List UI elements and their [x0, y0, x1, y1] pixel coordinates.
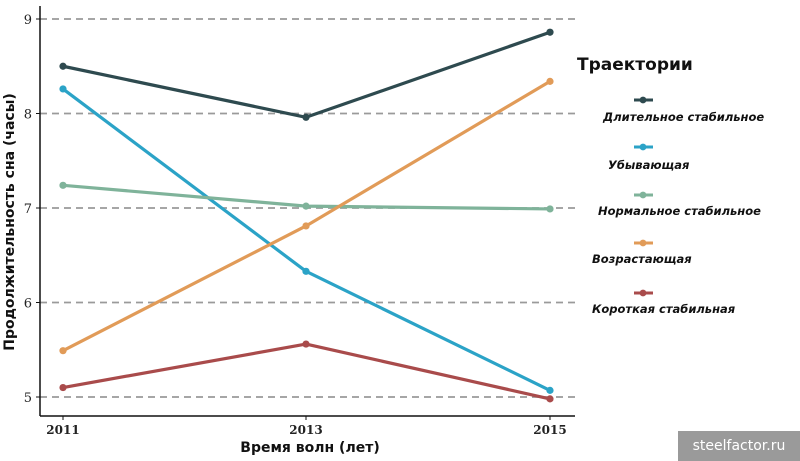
series-2	[59, 85, 554, 394]
axes	[39, 6, 575, 417]
legend-key-point	[639, 289, 647, 297]
y-tick-label: 7	[24, 202, 32, 217]
x-tick-label: 2011	[46, 423, 79, 437]
y-tick-label: 6	[24, 297, 32, 312]
y-tick-label: 8	[24, 108, 32, 123]
x-tick-labels: 2011 2013 2015	[46, 416, 567, 437]
data-point	[546, 205, 554, 213]
legend-item: Нормальное стабильное	[598, 191, 761, 218]
series-3	[59, 181, 554, 213]
legend-title: Траектории	[577, 55, 693, 75]
legend-key-point	[639, 239, 647, 247]
data-point	[546, 28, 554, 36]
data-point	[302, 202, 310, 210]
data-point	[302, 222, 310, 230]
data-point	[302, 340, 310, 348]
series-line	[62, 30, 551, 119]
series-line	[62, 79, 551, 353]
legend-items: Длительное стабильное Убывающая Нормальное…	[592, 96, 764, 316]
series-5	[59, 340, 554, 403]
y-tick-label: 9	[24, 13, 32, 28]
legend-key-point	[639, 96, 647, 104]
y-tick-label: 5	[24, 391, 32, 406]
legend-item: Возрастающая	[592, 239, 692, 266]
x-tick-label: 2015	[533, 423, 566, 437]
data-point	[546, 395, 554, 403]
series-line	[62, 342, 551, 401]
data-point	[302, 113, 310, 121]
legend-label: Короткая стабильная	[592, 302, 736, 316]
data-point	[59, 181, 67, 189]
watermark: steelfactor.ru	[678, 431, 800, 461]
legend: Траектории Длительное стабильное Убывающа…	[577, 55, 764, 316]
legend-label: Нормальное стабильное	[598, 204, 761, 218]
legend-label: Убывающая	[608, 158, 690, 172]
legend-item: Длительное стабильное	[602, 96, 764, 124]
series-1	[59, 28, 554, 121]
x-axis-title: Время волн (лет)	[240, 440, 379, 456]
data-point	[59, 85, 67, 93]
series-4	[59, 77, 554, 355]
legend-key-point	[639, 191, 647, 199]
data-point	[59, 383, 67, 392]
series-group	[59, 28, 554, 403]
legend-key-point	[639, 143, 647, 151]
y-axis-title: Продолжительность сна (часы)	[2, 93, 18, 351]
legend-label: Длительное стабильное	[602, 110, 764, 124]
y-tick-labels: 5 6 7 8 9	[24, 13, 40, 406]
data-point	[546, 77, 554, 85]
legend-item: Короткая стабильная	[592, 289, 736, 316]
data-point	[59, 62, 67, 70]
legend-item: Убывающая	[608, 143, 690, 172]
data-point	[302, 267, 310, 275]
legend-label: Возрастающая	[592, 252, 692, 266]
x-tick-label: 2013	[289, 423, 322, 437]
data-point	[59, 347, 67, 355]
data-point	[546, 386, 554, 394]
